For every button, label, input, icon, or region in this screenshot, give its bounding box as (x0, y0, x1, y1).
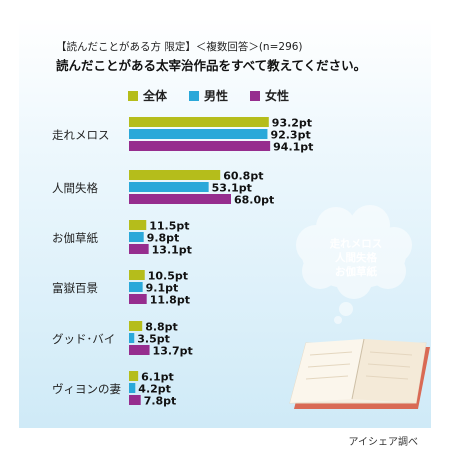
category-label: 富嶽百景 (52, 281, 98, 295)
bar-value-label: 68.0pt (234, 194, 274, 207)
bar-value-label: 3.5pt (137, 333, 170, 346)
legend-swatch-male (189, 90, 200, 101)
thought-bubble-line: 人間失格 (335, 252, 377, 264)
bar (129, 232, 144, 242)
bar-value-label: 13.7pt (153, 345, 193, 358)
bar (129, 321, 143, 331)
bar (129, 294, 147, 304)
bar (129, 345, 150, 355)
bar (129, 282, 143, 292)
bar (129, 220, 147, 230)
bar (129, 333, 135, 343)
bar (129, 141, 271, 151)
thought-bubble-line: お伽草紙 (335, 266, 377, 278)
bar-value-label: 94.1pt (273, 141, 313, 154)
survey-condition: 【読んだことがある方 限定】＜複数回答＞(n=296) (56, 41, 303, 53)
bar-value-label: 93.2pt (272, 117, 312, 130)
thought-bubble-icon (296, 205, 412, 324)
bar-value-label: 4.2pt (138, 383, 171, 396)
legend-item-total: 全体 (128, 87, 167, 104)
legend-swatch-female (250, 90, 261, 101)
legend: 全体 男性 女性 (128, 87, 289, 104)
category-label: ヴィヨンの妻 (52, 382, 121, 396)
bar (129, 244, 149, 254)
open-book-icon (289, 338, 430, 409)
bar (129, 395, 141, 405)
bar (129, 270, 145, 280)
bar-value-label: 9.1pt (146, 282, 179, 295)
bar (129, 371, 139, 381)
bar (129, 383, 136, 393)
bar (129, 129, 268, 139)
bar (129, 117, 269, 127)
category-label: グッド･バイ (52, 332, 115, 346)
thought-bubble-text: 走れメロス 人間失格 お伽草紙 (300, 237, 412, 279)
bar-value-label: 8.8pt (145, 321, 178, 334)
bar-value-label: 92.3pt (270, 129, 310, 142)
bar-value-label: 53.1pt (212, 182, 252, 195)
survey-question: 読んだことがある太宰治作品をすべて教えてください。 (56, 58, 367, 73)
legend-label-male: 男性 (204, 89, 229, 103)
bar-value-label: 9.8pt (147, 232, 180, 245)
thought-bubble-line: 走れメロス (329, 238, 383, 250)
bar-value-label: 13.1pt (152, 244, 192, 257)
bar-value-label: 6.1pt (141, 371, 174, 384)
bar-value-label: 11.8pt (150, 294, 190, 307)
source-note: アイシェア調べ (348, 437, 419, 448)
bar (129, 170, 221, 180)
legend-swatch-total (128, 90, 138, 101)
bar-value-label: 10.5pt (148, 270, 188, 283)
legend-label-female: 女性 (265, 89, 290, 103)
bar (129, 194, 231, 204)
legend-item-female: 女性 (250, 87, 289, 104)
category-label: 走れメロス (52, 128, 110, 142)
legend-label-total: 全体 (143, 89, 168, 103)
bar-value-label: 11.5pt (149, 220, 189, 233)
bar-value-label: 7.8pt (144, 395, 177, 408)
legend-item-male: 男性 (189, 87, 228, 104)
bar-value-label: 60.8pt (223, 170, 263, 183)
bar (129, 182, 209, 192)
category-label: お伽草紙 (52, 231, 98, 245)
category-label: 人間失格 (52, 181, 98, 195)
